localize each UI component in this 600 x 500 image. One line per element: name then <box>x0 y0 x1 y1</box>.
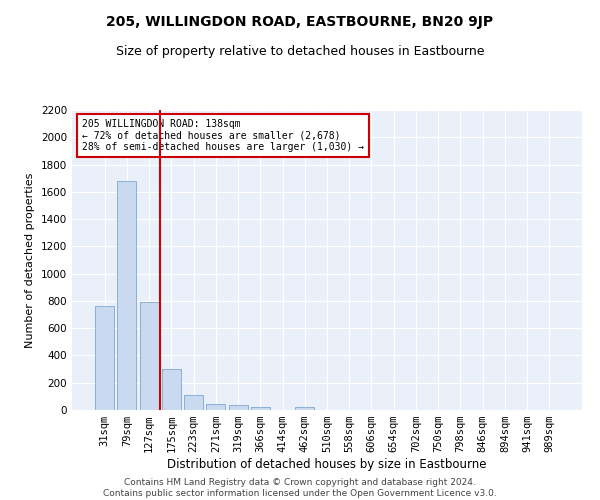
Bar <box>140 302 158 410</box>
Bar <box>95 306 114 410</box>
Bar <box>295 406 314 410</box>
Text: Contains HM Land Registry data © Crown copyright and database right 2024.
Contai: Contains HM Land Registry data © Crown c… <box>103 478 497 498</box>
Text: 205, WILLINGDON ROAD, EASTBOURNE, BN20 9JP: 205, WILLINGDON ROAD, EASTBOURNE, BN20 9… <box>106 15 494 29</box>
Bar <box>251 406 270 410</box>
Bar <box>229 405 248 410</box>
Bar <box>162 369 181 410</box>
X-axis label: Distribution of detached houses by size in Eastbourne: Distribution of detached houses by size … <box>167 458 487 471</box>
Bar <box>118 181 136 410</box>
Text: 205 WILLINGDON ROAD: 138sqm
← 72% of detached houses are smaller (2,678)
28% of : 205 WILLINGDON ROAD: 138sqm ← 72% of det… <box>82 119 364 152</box>
Bar <box>184 395 203 410</box>
Text: Size of property relative to detached houses in Eastbourne: Size of property relative to detached ho… <box>116 45 484 58</box>
Y-axis label: Number of detached properties: Number of detached properties <box>25 172 35 348</box>
Bar <box>206 404 225 410</box>
